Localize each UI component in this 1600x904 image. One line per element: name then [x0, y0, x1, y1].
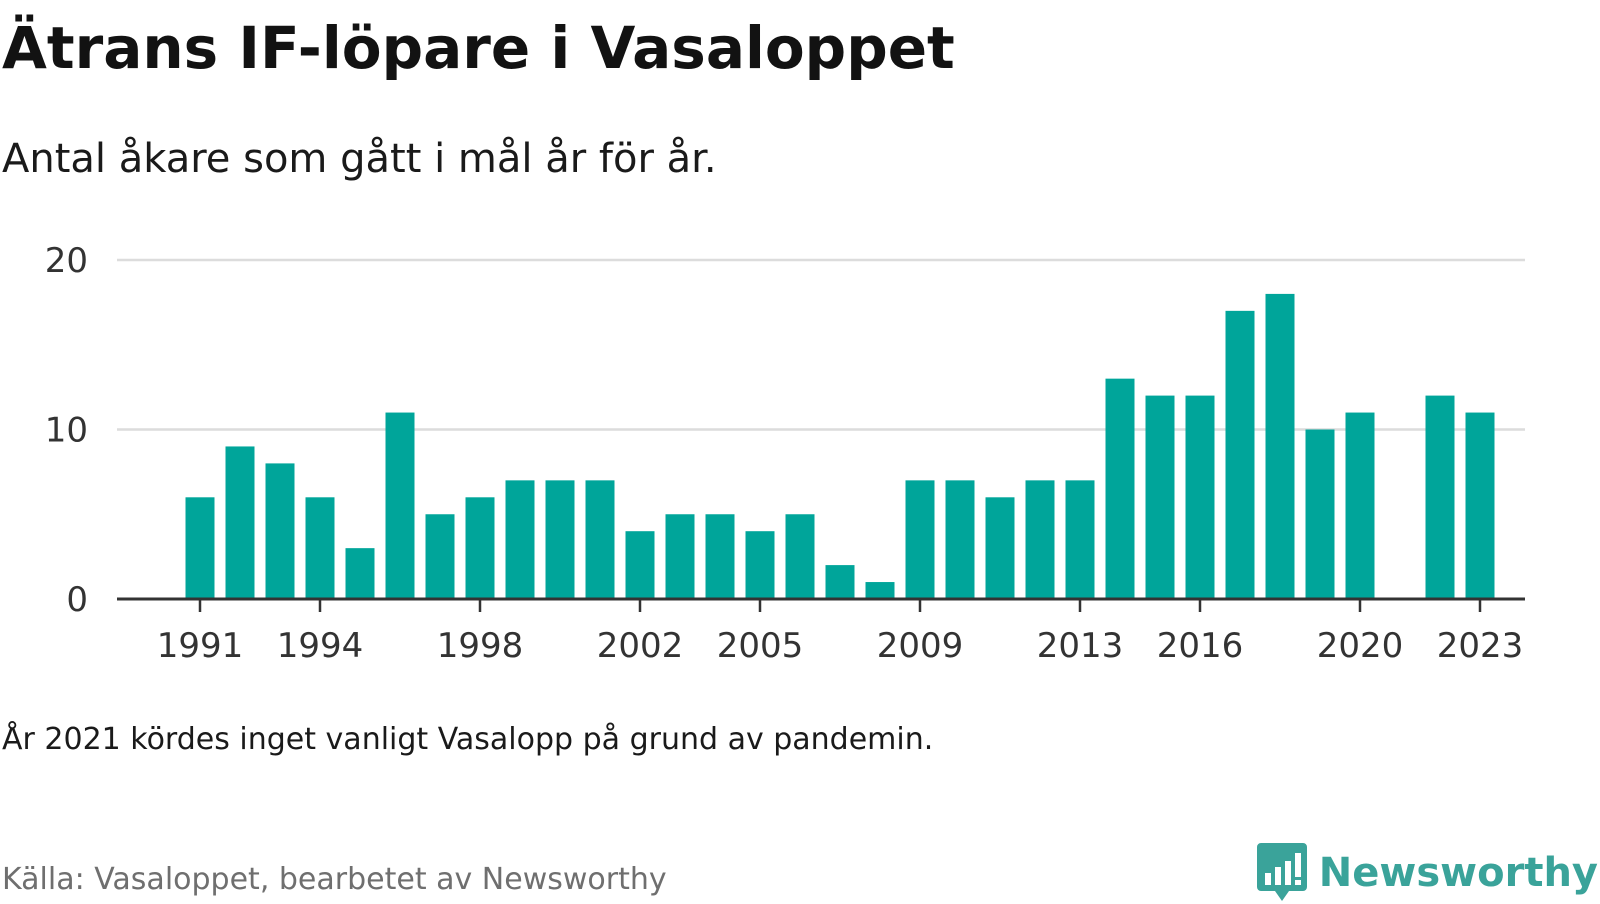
x-tick-label: 1994 — [277, 626, 364, 666]
bar-1994 — [305, 497, 335, 599]
bar-1996 — [385, 412, 415, 599]
bar-2003 — [665, 514, 695, 599]
y-tick-label: 0 — [66, 580, 88, 620]
bar-1997 — [425, 514, 455, 599]
chart-title: Ätrans IF-löpare i Vasaloppet — [2, 14, 955, 82]
bar-2001 — [585, 480, 615, 599]
bar-2017 — [1225, 310, 1255, 599]
bar-2011 — [985, 497, 1015, 599]
x-tick-label: 2005 — [717, 626, 804, 666]
bar-2006 — [785, 514, 815, 599]
source-note: Källa: Vasaloppet, bearbetet av Newswort… — [2, 862, 667, 897]
bar-2005 — [745, 531, 775, 599]
bar-2022 — [1425, 395, 1455, 599]
bar-2010 — [945, 480, 975, 599]
gridlines — [117, 258, 1525, 431]
bar-2000 — [545, 480, 575, 599]
x-tick-label: 2009 — [877, 626, 964, 666]
bar-1993 — [265, 463, 295, 599]
x-axis-labels: 1991 1994 1998 2002 2005 2009 2013 2016 2020 2023 — [157, 626, 1524, 666]
bar-2004 — [705, 514, 735, 599]
bar-2019 — [1305, 429, 1335, 599]
bar-chart: 0 10 20 1991 1994 1998 2002 2005 2009 2013 2016 20… — [45, 241, 1525, 666]
chart-subtitle: Antal åkare som gått i mål år för år. — [2, 136, 717, 182]
y-tick-label: 20 — [45, 241, 88, 281]
bar-2012 — [1025, 480, 1055, 599]
bar-1992 — [225, 446, 255, 599]
x-tick-label: 2002 — [597, 626, 684, 666]
bar-2020 — [1345, 412, 1375, 599]
y-tick-label: 10 — [45, 411, 88, 451]
y-axis-labels: 0 10 20 — [45, 241, 88, 620]
x-axis — [117, 597, 1525, 612]
x-tick-label: 2013 — [1037, 626, 1124, 666]
bar-1991 — [185, 497, 215, 599]
bar-1999 — [505, 480, 535, 599]
bar-2013 — [1065, 480, 1095, 599]
bar-2007 — [825, 565, 855, 599]
bar-2016 — [1185, 395, 1215, 599]
brand-name: Newsworthy — [1318, 850, 1598, 896]
x-tick-label: 2016 — [1157, 626, 1244, 666]
bar-2014 — [1105, 378, 1135, 599]
bar-2023 — [1465, 412, 1495, 599]
brand-logo: Newsworthy — [1256, 842, 1598, 904]
bars — [185, 293, 1495, 599]
newsworthy-logo-icon — [1256, 843, 1307, 901]
footnote: År 2021 kördes inget vanligt Vasalopp på… — [2, 722, 934, 757]
bar-2018 — [1265, 293, 1295, 599]
x-tick-label: 1998 — [437, 626, 524, 666]
bar-1998 — [465, 497, 495, 599]
bar-2009 — [905, 480, 935, 599]
bar-2015 — [1145, 395, 1175, 599]
bar-2008 — [865, 582, 895, 599]
bar-2002 — [625, 531, 655, 599]
x-tick-label: 2020 — [1317, 626, 1404, 666]
bar-1995 — [345, 548, 375, 599]
x-tick-label: 2023 — [1437, 626, 1524, 666]
x-tick-label: 1991 — [157, 626, 244, 666]
